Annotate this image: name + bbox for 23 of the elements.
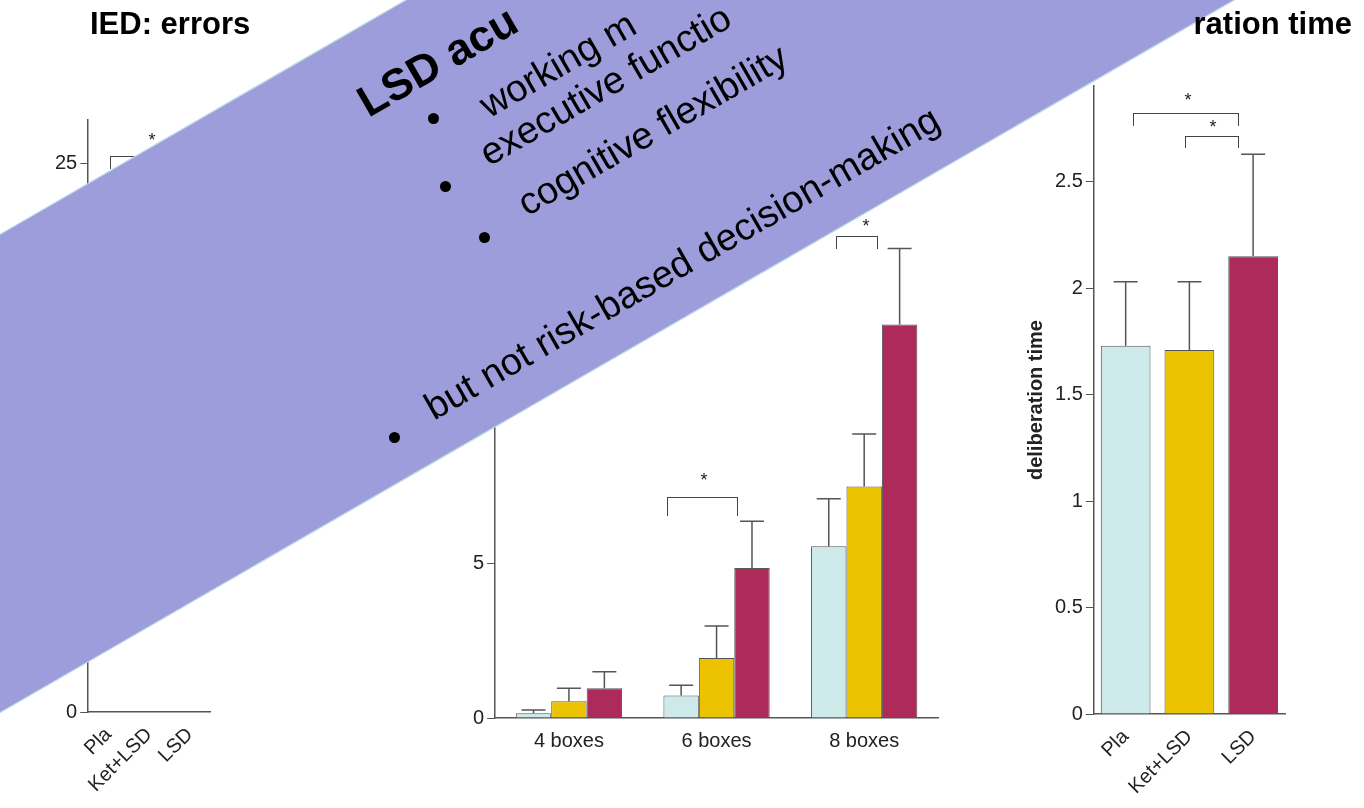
annotation: * (148, 130, 156, 150)
x-tick-label: 6 boxes (681, 728, 752, 751)
x-tick-label: LSD (1216, 724, 1260, 768)
x-tick-label: 8 boxes (829, 728, 900, 751)
y-tick-label: 25 (55, 151, 78, 174)
chart-title: ration time (1193, 6, 1352, 42)
y-tick-label: 0 (1071, 701, 1083, 724)
y-tick-label: 5 (473, 551, 485, 574)
y-tick-label: 2 (1071, 275, 1083, 298)
y-axis-title: deliberation time (1023, 320, 1046, 481)
y-tick-label: 0 (66, 699, 78, 722)
y-tick-label: 0.5 (1054, 595, 1083, 618)
chart-title: IED: errors (90, 6, 251, 42)
y-tick-label: 1 (1071, 488, 1083, 511)
x-tick-label: Pla (1096, 724, 1134, 761)
annotation: * (700, 470, 708, 490)
x-tick-label: 4 boxes (533, 728, 604, 751)
y-tick-label: 1.5 (1054, 382, 1083, 405)
x-tick-label: LSD (153, 722, 197, 766)
y-tick-label: 2.5 (1054, 169, 1083, 192)
annotation: * (1184, 90, 1192, 110)
annotation: * (1209, 117, 1217, 137)
y-tick-label: 0 (473, 705, 485, 728)
